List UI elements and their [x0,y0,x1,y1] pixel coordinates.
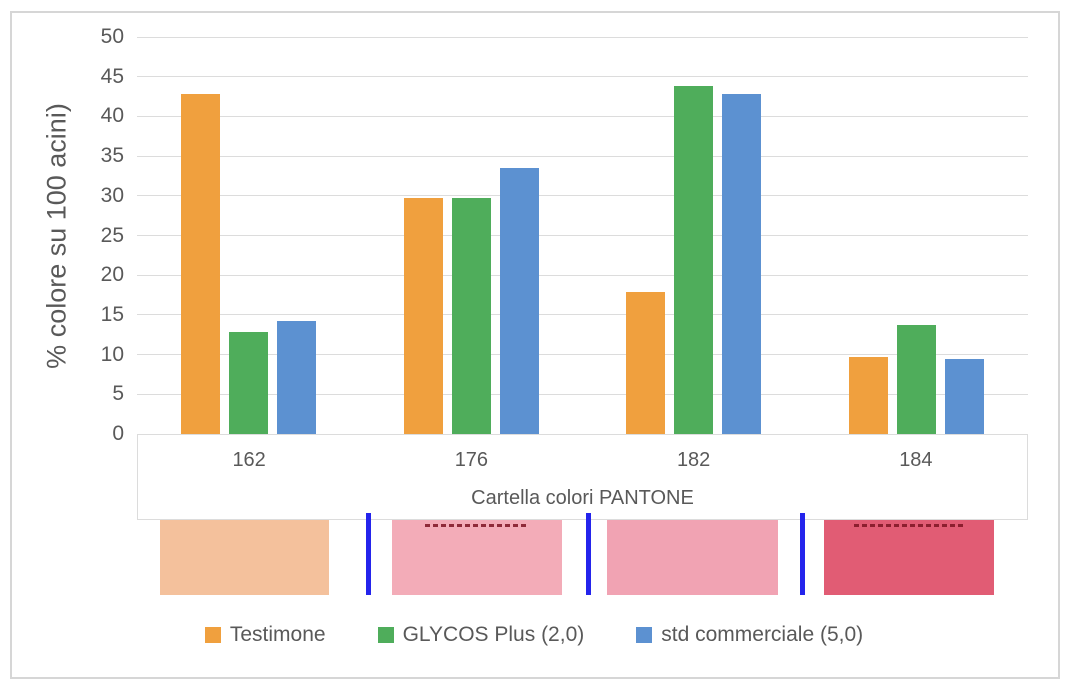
bar-std-commerciale-5-0-182 [722,94,762,434]
legend-item-testimone: Testimone [204,623,326,647]
y-tick-label-45: 45 [100,64,124,88]
y-tick-label-10: 10 [100,342,124,366]
bar-glycos-plus-2-0-184 [897,325,937,434]
x-axis-title: Cartella colori PANTONE [471,487,694,509]
bar-group-184 [805,37,1028,434]
category-label-162: 162 [232,449,266,471]
bar-std-commerciale-5-0-184 [945,358,985,434]
x-axis-box: 162 176 182 184 Cartella colori PANTONE [137,434,1028,520]
y-tick-label-35: 35 [100,144,124,168]
pantone-swatch-176-microtext [425,524,529,527]
legend-item-std-commerciale-5-0: std commerciale (5,0) [636,623,863,647]
bar-testimone-184 [849,356,889,434]
pantone-swatch-162 [160,520,329,595]
bar-group-182 [583,37,806,434]
legend-swatch-glycos-plus-2-0 [377,627,394,643]
category-label-176: 176 [454,449,489,471]
gridline-35 [137,155,1028,157]
y-tick-label-0: 0 [112,422,124,445]
bar-std-commerciale-5-0-176 [499,168,539,434]
y-axis-tick-labels: 0 5 10 15 20 25 30 35 40 45 50 [60,0,124,686]
gridline-5 [137,393,1028,395]
blue-divider-3 [800,513,805,595]
bar-glycos-plus-2-0-162 [228,332,268,434]
bar-groups [137,37,1028,434]
category-label-184: 184 [899,449,933,471]
legend-swatch-testimone [204,627,221,643]
y-tick-label-25: 25 [100,223,124,247]
gridline-50 [137,36,1028,38]
legend-item-glycos-plus-2-0: GLYCOS Plus (2,0) [377,623,585,647]
gridline-40 [137,115,1028,117]
gridline-30 [137,195,1028,197]
bar-testimone-176 [403,198,443,434]
bar-group-162 [137,37,360,434]
legend-label-std-commerciale-5-0: std commerciale (5,0) [661,623,864,646]
bar-group-176 [360,37,583,434]
legend-swatch-std-commerciale-5-0 [636,627,653,643]
y-tick-label-30: 30 [100,183,124,207]
gridline-20 [137,274,1028,276]
y-tick-label-40: 40 [100,104,124,128]
bar-glycos-plus-2-0-176 [451,198,491,434]
pantone-swatch-176 [392,520,562,595]
category-label-182: 182 [676,449,711,471]
blue-divider-2 [586,513,591,595]
pantone-swatch-184-microtext [854,524,964,527]
gridline-45 [137,76,1028,78]
bar-glycos-plus-2-0-182 [674,86,714,434]
legend-label-testimone: Testimone [229,623,326,646]
y-tick-label-20: 20 [100,263,124,287]
bar-testimone-162 [180,94,220,434]
pantone-swatch-182 [607,520,778,595]
y-tick-label-50: 50 [100,25,124,48]
bar-std-commerciale-5-0-162 [276,321,316,434]
bar-testimone-182 [626,291,666,434]
plot-area [137,36,1028,435]
category-labels: 162 176 182 184 [138,449,1027,472]
blue-divider-1 [366,513,371,595]
gridline-15 [137,314,1028,316]
gridline-25 [137,235,1028,236]
y-tick-label-5: 5 [112,382,124,406]
y-tick-label-15: 15 [100,302,124,326]
legend: Testimone GLYCOS Plus (2,0) std commercial… [0,623,1068,647]
gridline-10 [137,354,1028,356]
legend-label-glycos-plus-2-0: GLYCOS Plus (2,0) [402,623,585,646]
pantone-swatch-184 [824,520,994,595]
